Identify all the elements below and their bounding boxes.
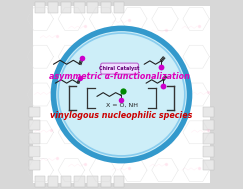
Bar (203, 146, 214, 157)
Bar (29, 120, 40, 130)
Bar (74, 176, 85, 187)
Text: vinylogous nucleophilic species: vinylogous nucleophilic species (50, 111, 193, 120)
Text: X = O, NH: X = O, NH (105, 102, 138, 107)
Bar (48, 2, 58, 13)
Bar (29, 107, 40, 117)
Bar (114, 176, 124, 187)
Bar (48, 176, 58, 187)
Bar (35, 2, 45, 13)
Bar (87, 176, 98, 187)
Bar (203, 120, 214, 130)
Bar (87, 2, 98, 13)
Bar (203, 107, 214, 117)
Bar (61, 2, 71, 13)
Bar (101, 2, 111, 13)
Bar (203, 160, 214, 170)
Bar (61, 176, 71, 187)
Bar (101, 176, 111, 187)
Bar (35, 176, 45, 187)
Ellipse shape (53, 28, 190, 161)
Bar (29, 160, 40, 170)
FancyBboxPatch shape (101, 63, 139, 74)
Bar (114, 2, 124, 13)
Bar (29, 146, 40, 157)
Bar (74, 2, 85, 13)
Text: Chiral Catalyst: Chiral Catalyst (99, 66, 140, 71)
Bar (203, 133, 214, 144)
Text: asymmetric α-functionalization: asymmetric α-functionalization (49, 72, 190, 81)
Bar (29, 133, 40, 144)
